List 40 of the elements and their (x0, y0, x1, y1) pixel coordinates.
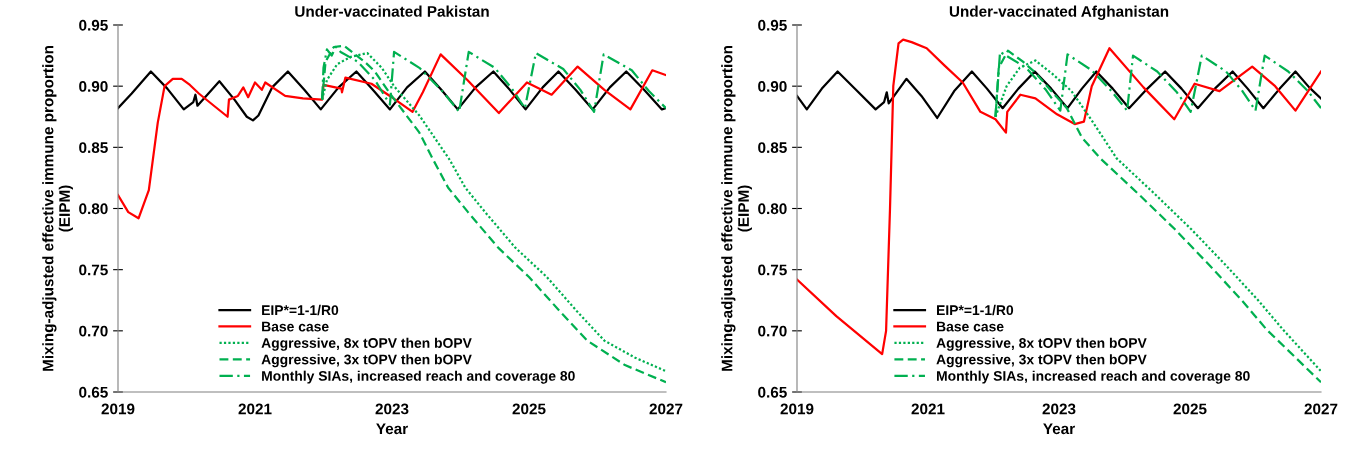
y-axis-title: Mixing-adjusted effective immune proportion (EIPM) (42, 46, 73, 371)
y-tick-label: 0.95 (758, 19, 787, 31)
y-tick-label: 0.85 (758, 142, 787, 154)
y-tick-label: 0.95 (79, 19, 108, 31)
y-tick-label: 0.80 (758, 203, 787, 215)
legend-label: EIP*=1-1/R0 (262, 304, 339, 316)
y-tick-label: 0.80 (79, 203, 108, 215)
y-tick-label: 0.90 (79, 81, 108, 92)
legend-label: Aggressive, 8x tOPV then bOPV (261, 337, 472, 351)
y-tick-label: 0.75 (79, 264, 108, 276)
x-tick-label: 2023 (375, 403, 409, 415)
legend-label: Monthly SIAs, increased reach and coverage 80 (937, 370, 1250, 384)
legend-label: EIP*=1-1/R0 (937, 304, 1014, 316)
legend-label: Base case (937, 321, 1004, 332)
y-tick-label: 0.70 (758, 325, 787, 337)
y-tick-label: 0.75 (758, 264, 787, 276)
y-tick-label: 0.70 (79, 325, 108, 337)
x-tick-label: 2027 (1304, 403, 1338, 415)
legend-label: Aggressive, 3x tOPV then bOPV (936, 354, 1147, 368)
x-tick-label: 2023 (1042, 403, 1076, 415)
chart-title: Under-vaccinated Pakistan (295, 5, 489, 17)
x-tick-label: 2021 (911, 403, 945, 415)
y-tick-label: 0.85 (79, 142, 108, 154)
x-axis-title: Year (1043, 423, 1075, 435)
chart-title: Under-vaccinated Afghanistan (949, 5, 1169, 20)
x-axis-title: Year (376, 423, 408, 435)
legend-label: Base case (262, 321, 329, 332)
x-tick-label: 2025 (512, 403, 546, 415)
x-tick-label: 2027 (649, 403, 683, 415)
legend-label: Aggressive, 3x tOPV then bOPV (261, 354, 472, 368)
x-tick-label: 2019 (101, 403, 135, 415)
y-axis-title: Mixing-adjusted effective immune proportion (EIPM) (721, 46, 752, 371)
x-tick-label: 2025 (1173, 403, 1207, 415)
x-tick-label: 2019 (780, 403, 814, 415)
legend-label: Aggressive, 8x tOPV then bOPV (936, 337, 1147, 351)
y-tick-label: 0.65 (79, 386, 108, 398)
y-tick-label: 0.65 (758, 386, 787, 398)
legend-label: Monthly SIAs, increased reach and coverage 80 (262, 370, 575, 384)
x-tick-label: 2021 (238, 403, 272, 415)
y-tick-label: 0.90 (758, 81, 787, 92)
